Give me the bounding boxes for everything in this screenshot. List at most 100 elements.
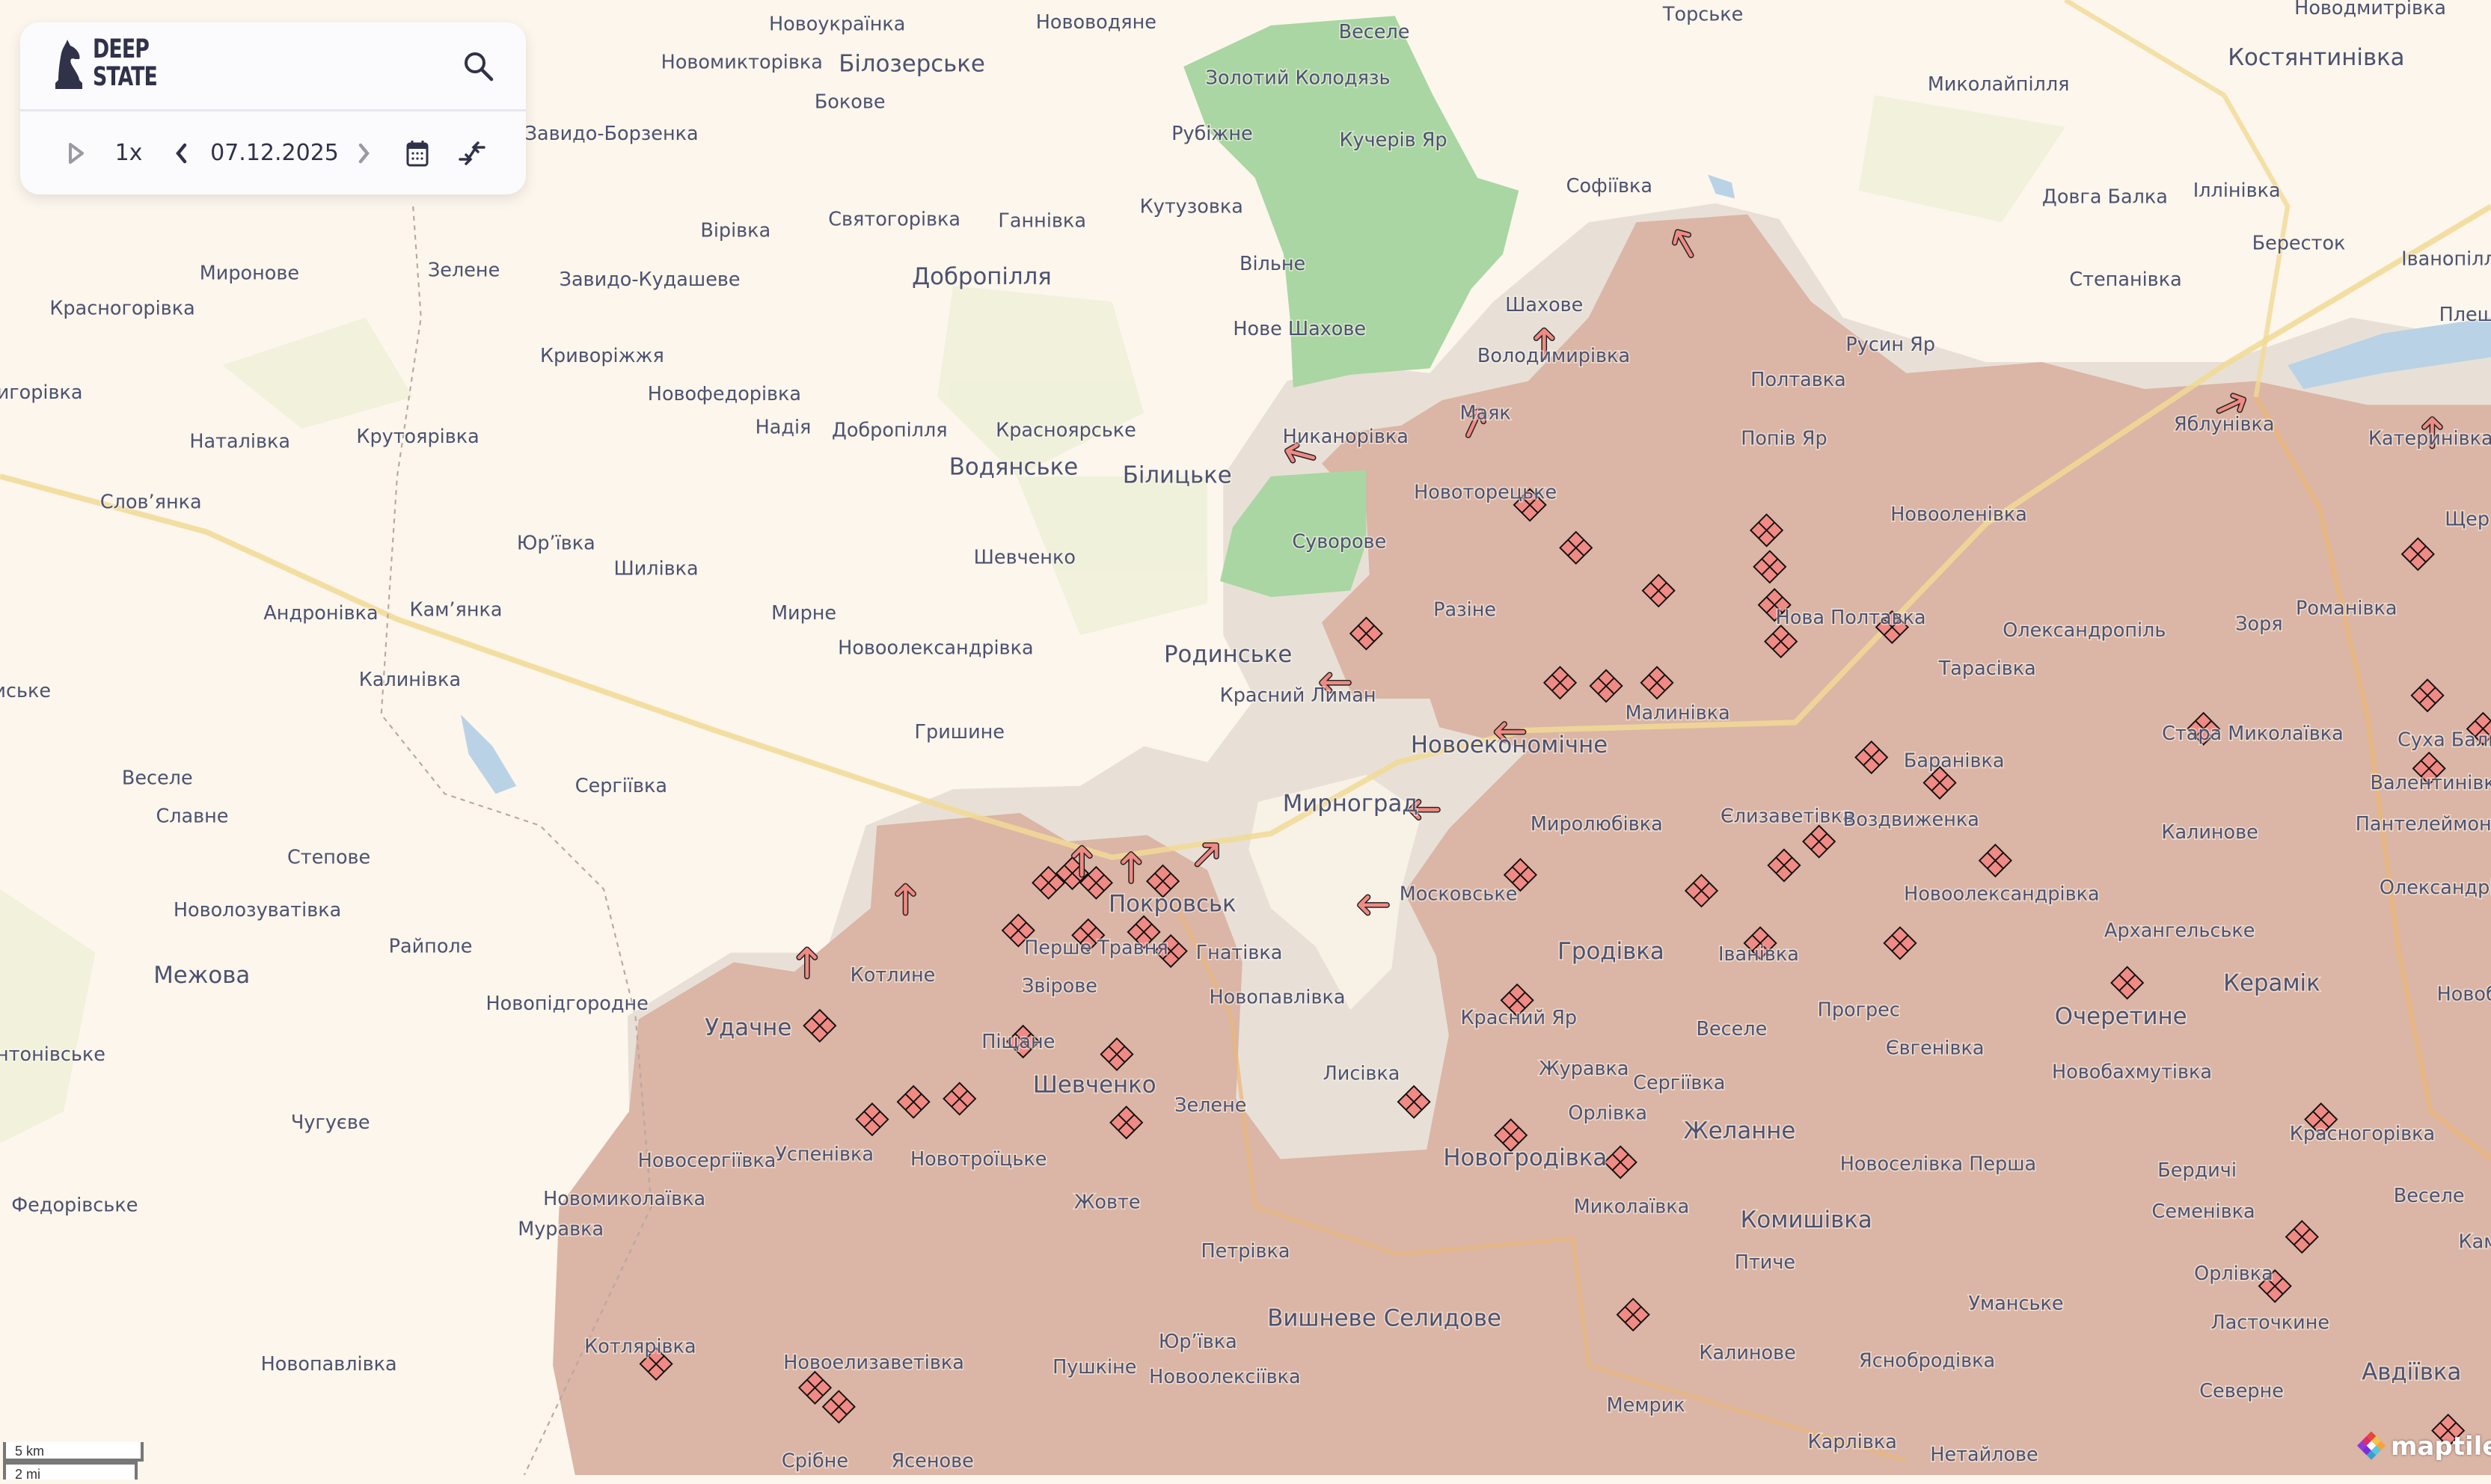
- attack-marker[interactable]: [2431, 1413, 2466, 1448]
- attack-marker[interactable]: [1071, 918, 1106, 952]
- attack-marker[interactable]: [1542, 666, 1578, 700]
- attack-marker[interactable]: [1641, 574, 1676, 608]
- attack-marker[interactable]: [2285, 1220, 2319, 1254]
- attack-marker[interactable]: [1127, 915, 1161, 949]
- attack-marker[interactable]: [1503, 858, 1537, 892]
- calendar-button[interactable]: [400, 111, 435, 194]
- place-label: Мирноград: [1283, 791, 1418, 818]
- place-label: Миколаївка: [1574, 1196, 1690, 1218]
- place-label: Шевченко: [1033, 1071, 1156, 1098]
- attack-marker[interactable]: [1500, 983, 1534, 1017]
- attack-marker[interactable]: [1640, 666, 1674, 700]
- attack-marker[interactable]: [1349, 616, 1383, 651]
- attack-marker[interactable]: [1153, 933, 1188, 969]
- place-label: Миколайпілля: [1928, 73, 2070, 96]
- attack-marker[interactable]: [1006, 1024, 1041, 1059]
- place-label: Добропілля: [912, 263, 1052, 290]
- attack-marker[interactable]: [1603, 1145, 1637, 1180]
- place-label: Водянське: [949, 454, 1078, 481]
- deepstate-logo[interactable]: DEEP STATE: [54, 36, 168, 91]
- attack-marker[interactable]: [1145, 864, 1180, 898]
- attack-marker[interactable]: [2410, 678, 2445, 713]
- place-label: Яснобродівка: [1859, 1350, 1995, 1373]
- attack-marker[interactable]: [1589, 669, 1623, 703]
- attack-marker[interactable]: [1100, 1037, 1134, 1072]
- place-label: Прогрес: [1818, 999, 1900, 1022]
- arrow-icon: [1194, 842, 1219, 868]
- place-label: нтонівське: [0, 1043, 105, 1066]
- attack-marker[interactable]: [1978, 843, 2012, 878]
- attack-marker[interactable]: [2466, 711, 2491, 746]
- place-label: Покровськ: [1109, 890, 1237, 917]
- place-label: Новотроїцьке: [910, 1148, 1047, 1171]
- search-button[interactable]: [462, 49, 496, 84]
- previous-date-button[interactable]: [166, 111, 196, 194]
- attack-marker[interactable]: [803, 1008, 837, 1043]
- attack-marker[interactable]: [1616, 1298, 1650, 1332]
- attack-marker[interactable]: [943, 1082, 977, 1116]
- attack-marker[interactable]: [1753, 550, 1787, 584]
- attack-marker[interactable]: [821, 1390, 856, 1424]
- maptiler-attribution[interactable]: maptiler: [2356, 1430, 2491, 1463]
- attack-marker[interactable]: [2412, 751, 2446, 785]
- attack-marker[interactable]: [1684, 874, 1719, 908]
- place-label: Іллінівка: [2193, 180, 2281, 202]
- place-label: Новоторецьке: [1414, 482, 1557, 504]
- place-label: Зелене: [428, 259, 500, 281]
- attack-marker[interactable]: [2110, 966, 2145, 1000]
- play-button[interactable]: [61, 111, 91, 194]
- attack-marker[interactable]: [1079, 865, 1113, 900]
- place-label: Веселе: [1339, 21, 1410, 43]
- attack-marker[interactable]: [1749, 513, 1784, 548]
- attack-marker[interactable]: [639, 1346, 673, 1381]
- place-label: Євгенівка: [1886, 1037, 1985, 1059]
- place-label: Сергіївка: [575, 775, 667, 797]
- attack-marker[interactable]: [1922, 765, 1957, 800]
- place-label: Шахове: [1505, 294, 1583, 316]
- place-label: Ласточкине: [2211, 1312, 2330, 1334]
- attack-marker[interactable]: [1559, 530, 1593, 565]
- place-label: Кам’янка: [410, 599, 503, 622]
- place-label: Зелене: [1174, 1094, 1246, 1117]
- arrow-icon: [1284, 442, 1317, 464]
- attack-marker[interactable]: [1802, 824, 1836, 859]
- compare-button[interactable]: [453, 111, 491, 194]
- place-label: Новоолександрівка: [838, 637, 1033, 660]
- place-label: Бересток: [2252, 232, 2346, 254]
- attack-marker[interactable]: [2304, 1102, 2338, 1137]
- attack-marker[interactable]: [1767, 848, 1801, 883]
- forest-areas: [1183, 16, 1519, 598]
- place-label: Уманське: [1968, 1293, 2063, 1315]
- attack-marker[interactable]: [1757, 588, 1792, 622]
- attack-marker[interactable]: [1883, 926, 1917, 960]
- attack-marker[interactable]: [1854, 740, 1889, 775]
- attack-marker[interactable]: [1001, 913, 1035, 948]
- attack-marker[interactable]: [2187, 711, 2221, 746]
- place-label: Селидове: [1384, 1304, 1501, 1331]
- attack-marker[interactable]: [2258, 1269, 2292, 1303]
- place-label: Криворіжжя: [540, 345, 664, 367]
- attack-marker[interactable]: [1875, 610, 1909, 645]
- attack-marker[interactable]: [896, 1085, 931, 1119]
- place-label: Архангельське: [2104, 919, 2255, 942]
- next-date-button[interactable]: [349, 111, 379, 194]
- place-label: Гнатівка: [1196, 942, 1283, 964]
- attack-marker[interactable]: [855, 1102, 889, 1137]
- speed-button[interactable]: 1x: [114, 140, 143, 166]
- place-label: Плещ: [2439, 304, 2491, 326]
- place-label: Катеринівка: [2368, 427, 2491, 450]
- collapse-arrows-icon: [459, 141, 485, 165]
- attack-marker[interactable]: [1764, 624, 1798, 659]
- attack-marker[interactable]: [1513, 488, 1547, 522]
- attack-marker[interactable]: [2400, 537, 2435, 571]
- attack-marker[interactable]: [797, 1370, 833, 1405]
- place-label: Веселе: [122, 767, 193, 790]
- attack-marker[interactable]: [1743, 926, 1777, 960]
- attack-marker[interactable]: [1032, 865, 1066, 900]
- attack-marker[interactable]: [1494, 1118, 1528, 1153]
- attack-marker[interactable]: [1109, 1106, 1144, 1140]
- attack-marker[interactable]: [1397, 1085, 1431, 1119]
- arrow-icon: [1671, 229, 1694, 259]
- date-display[interactable]: 07.12.2025: [210, 140, 339, 166]
